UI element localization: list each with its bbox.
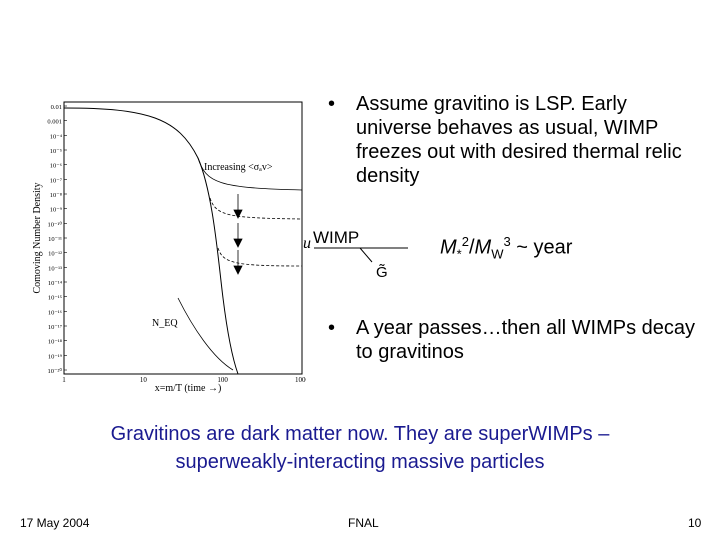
- footer-venue: FNAL: [348, 516, 379, 530]
- conclusion-line-1: Gravitinos are dark matter now. They are…: [110, 423, 610, 445]
- wimp-label: WIMP: [313, 228, 360, 247]
- y-tick-label: 10⁻⁹: [50, 207, 63, 214]
- x-tick-label: 1000: [295, 376, 306, 384]
- y-tick-label: 10⁻¹⁰: [48, 220, 63, 228]
- y-tick-label: 10⁻¹⁹: [48, 353, 63, 360]
- y-tick-label: 0.01: [51, 104, 62, 111]
- conclusion-line-2: superweakly-interacting massive particle…: [175, 451, 545, 473]
- y-ticks: 0.01 0.001 10⁻⁴ 10⁻⁵ 10⁻⁶ 10⁻⁷ 10⁻⁸ 10⁻⁹ 10⁻¹⁰ 10…: [47, 104, 67, 375]
- wimp-symbol: u: [303, 235, 311, 252]
- x-tick-label: 10: [140, 376, 148, 384]
- freeze-out-branch-1: [197, 157, 303, 191]
- conclusion: Gravitinos are dark matter now. They are…: [30, 420, 690, 476]
- x-tick-label: 1: [62, 376, 66, 384]
- freeze-out-plot: 0.01 0.001 10⁻⁴ 10⁻⁵ 10⁻⁶ 10⁻⁷ 10⁻⁸ 10⁻⁹ 10⁻¹⁰ 10…: [32, 101, 306, 394]
- x-tick-label: 100: [217, 376, 228, 384]
- freeze-out-branch-2: [209, 197, 303, 220]
- y-tick-label: 10⁻⁷: [50, 177, 62, 184]
- footer-date: 17 May 2004: [20, 516, 90, 530]
- y-tick-label: 10⁻¹⁵: [48, 295, 62, 302]
- m-star: M: [440, 236, 457, 259]
- bullet-1-text: Assume gravitino is LSP. Early universe …: [356, 93, 682, 187]
- bullet-dot: •: [328, 93, 336, 115]
- footer-page: 10: [688, 516, 702, 530]
- y-tick-label: 10⁻¹⁸: [48, 339, 63, 346]
- y-tick-label: 10⁻⁶: [50, 163, 62, 170]
- neq-tail: [177, 297, 234, 371]
- y-tick-label: 10⁻¹⁶: [48, 309, 62, 316]
- y-tick-label: 0.001: [47, 119, 62, 126]
- y-tick-label: 10⁻⁸: [50, 192, 63, 199]
- y-tick-label: 10⁻¹⁴: [48, 280, 63, 287]
- y-tick-label: 10⁻¹¹: [48, 236, 62, 243]
- equilibrium-curve: [63, 107, 239, 375]
- y-tick-label: 10⁻¹³: [48, 265, 62, 272]
- plot-frame: [63, 101, 303, 375]
- increasing-annotation: Increasing <σₐv>: [204, 162, 273, 173]
- bullet-2-text: A year passes…then all WIMPs decay to gr…: [356, 317, 696, 363]
- neq-label: N_EQ: [152, 318, 178, 329]
- gravitino-line: [359, 247, 373, 263]
- y-tick-label: 10⁻⁵: [50, 148, 62, 155]
- decay-diagram: u: [303, 235, 408, 263]
- x-ticks: 1 10 100 1000: [62, 376, 306, 384]
- x-axis-label: x=m/T (time →): [155, 383, 222, 394]
- gravitino-label: G̃: [376, 264, 388, 281]
- y-tick-label: 10⁻¹²: [48, 251, 62, 258]
- lifetime-relation: M*2/MW3 ~ year: [440, 234, 573, 262]
- y-tick-label: 10⁻¹⁷: [48, 324, 62, 331]
- y-axis-label: Comoving Number Density: [32, 182, 43, 293]
- y-tick-label: 10⁻²⁰: [48, 367, 63, 375]
- m-w: M: [474, 236, 492, 259]
- freeze-out-branch-3: [217, 247, 303, 267]
- bullet-dot: •: [328, 317, 336, 339]
- y-tick-label: 10⁻⁴: [50, 133, 63, 140]
- increasing-arrows: [233, 194, 243, 275]
